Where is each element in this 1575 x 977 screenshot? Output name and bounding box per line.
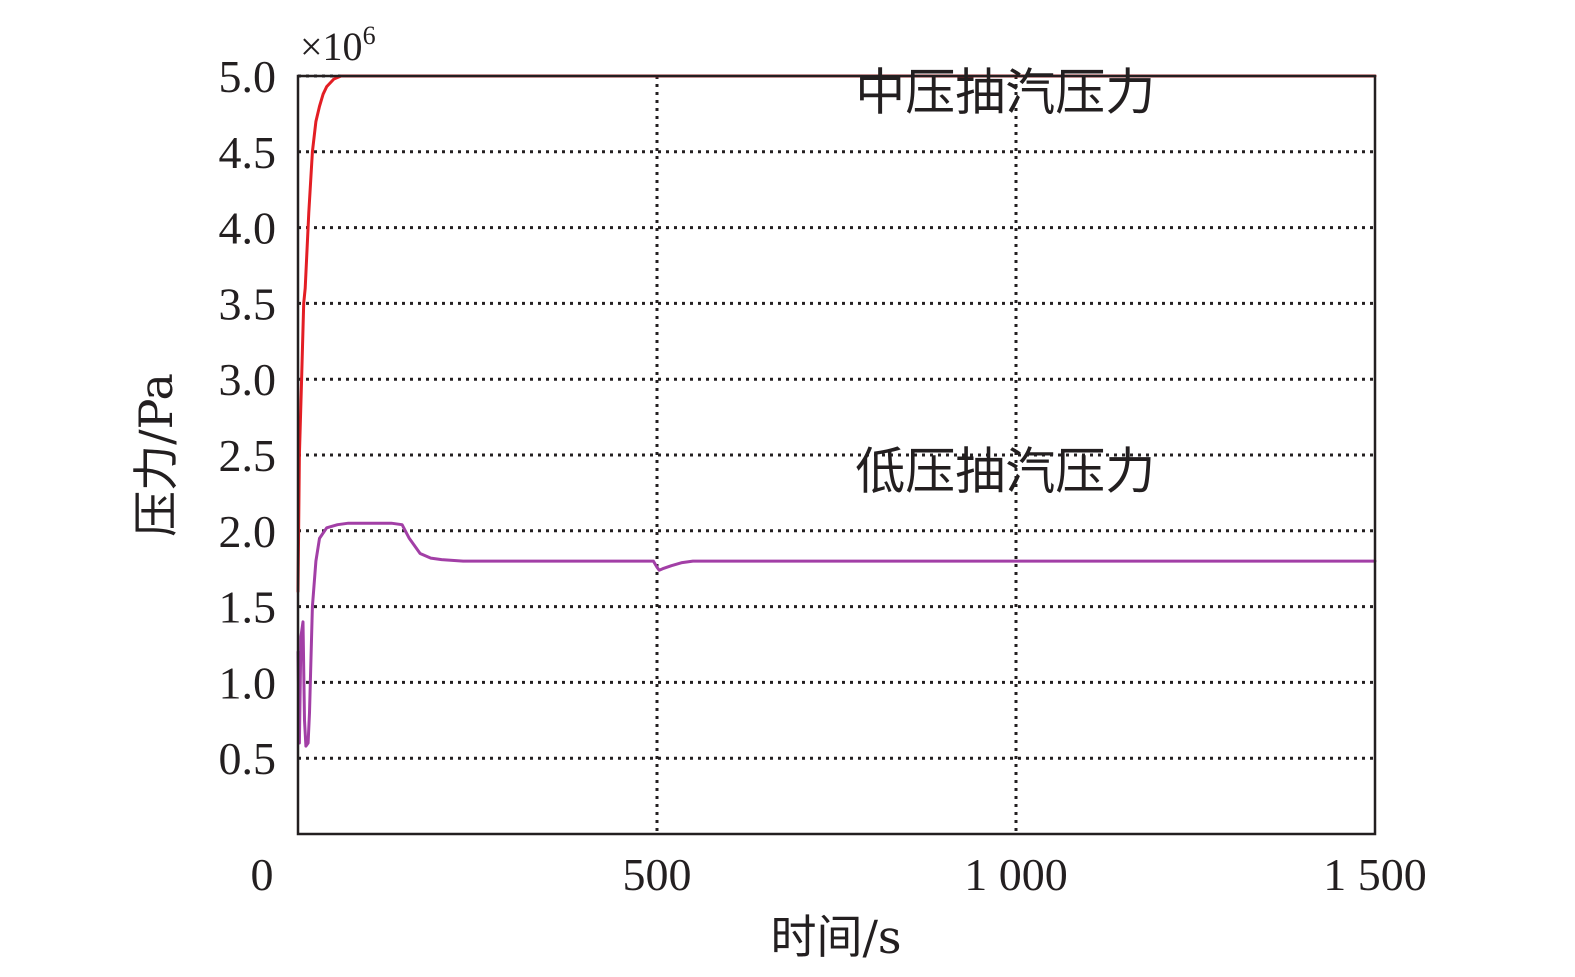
y-tick-label-9: 5.0 bbox=[219, 51, 277, 102]
y-multiplier: ×106 bbox=[300, 21, 376, 69]
x-tick-label-1: 500 bbox=[623, 849, 692, 900]
series-annotation-0: 中压抽汽压力 bbox=[855, 63, 1155, 121]
y-tick-labels: 0.5 1.0 1.5 2.0 2.5 3.0 3.5 4.0 4.5 5.0 bbox=[219, 51, 277, 784]
plot-series bbox=[296, 74, 1377, 748]
y-tick-label-4: 2.5 bbox=[219, 430, 277, 481]
x-tick-label-2: 1 000 bbox=[964, 849, 1068, 900]
series-annotation-1: 低压抽汽压力 bbox=[855, 442, 1155, 500]
x-tick-label-3: 1 500 bbox=[1323, 849, 1427, 900]
y-tick-label-3: 2.0 bbox=[219, 506, 277, 557]
series-line-1 bbox=[296, 521, 1377, 748]
grid bbox=[298, 74, 1375, 834]
x-axis-title: 时间/s bbox=[770, 910, 901, 964]
y-tick-label-5: 3.0 bbox=[219, 354, 277, 405]
y-tick-label-2: 1.5 bbox=[219, 582, 277, 633]
y-tick-label-8: 4.5 bbox=[219, 127, 277, 178]
series-line-0 bbox=[296, 74, 1377, 593]
plot-frame bbox=[296, 74, 1377, 836]
y-tick-label-0: 0.5 bbox=[219, 733, 277, 784]
y-tick-label-1: 1.0 bbox=[219, 657, 277, 708]
y-tick-label-6: 3.5 bbox=[219, 278, 277, 329]
x-tick-label-0: 0 bbox=[251, 849, 274, 900]
y-axis-title: 压力/Pa bbox=[129, 373, 183, 537]
y-multiplier-exponent: 6 bbox=[363, 21, 376, 50]
y-multiplier-base: ×10 bbox=[300, 24, 363, 69]
x-tick-labels: 0 500 1 000 1 500 bbox=[251, 849, 1427, 900]
y-tick-label-7: 4.0 bbox=[219, 203, 277, 254]
